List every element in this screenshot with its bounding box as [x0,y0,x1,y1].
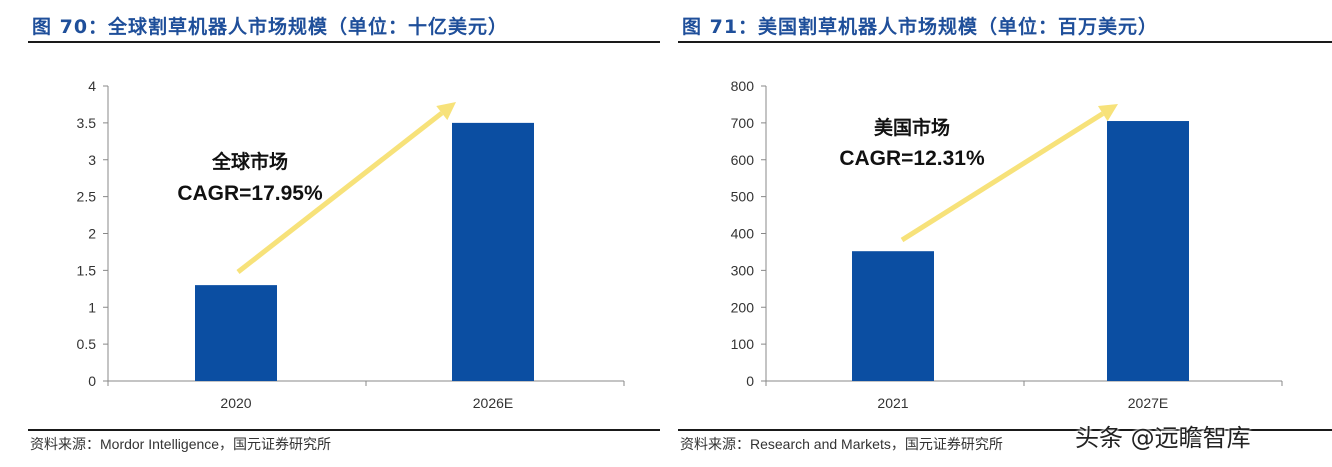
y-tick-label: 1.5 [77,262,97,278]
source-rule [28,429,660,431]
x-tick-label: 2020 [220,395,251,411]
x-tick-label: 2027E [1128,395,1168,411]
y-tick-label: 3.5 [77,115,97,131]
y-tick-label: 2.5 [77,189,97,205]
y-tick-label: 4 [88,78,96,94]
y-tick-label: 200 [731,299,755,315]
title-rule [678,41,1332,43]
annotation-cagr: CAGR=12.31% [839,147,985,170]
annotation-market: 全球市场 [211,150,288,173]
source-note: 资料来源：Mordor Intelligence，国元证券研究所 [30,436,332,452]
y-tick-label: 300 [731,262,755,278]
y-tick-label: 0.5 [77,336,97,352]
y-tick-label: 600 [731,152,755,168]
y-tick-label: 800 [731,78,755,94]
bar-2026E [452,122,534,381]
bar-2021 [852,251,934,381]
bar-2020 [195,285,277,381]
source-rule [678,429,1332,431]
y-tick-label: 2 [88,226,96,242]
source-note: 资料来源：Research and Markets，国元证券研究所 [680,436,1003,452]
us-market-chart: 0 100 200 300 400 500 600 700 800 2021 2027E 美国市场 CA… [731,78,1283,411]
watermark: 头条 @远瞻智库 [1075,424,1251,452]
bar-2027E [1107,121,1189,381]
y-tick-label: 400 [731,226,755,242]
growth-arrow [236,111,444,274]
y-tick-label: 0 [746,373,754,389]
y-tick-label: 3 [88,152,96,168]
growth-arrow-head [436,102,456,121]
figure-title: 图 71：美国割草机器人市场规模（单位：百万美元） [682,16,1159,38]
annotation-market: 美国市场 [874,116,950,139]
growth-arrow-head [1097,104,1118,122]
global-market-chart: 0 0.5 1 1.5 2 2.5 3 3.5 4 2020 2026E 全球市场 CAGR=17.95… [77,78,625,411]
y-tick-label: 1 [88,299,96,315]
growth-arrow [900,111,1105,243]
x-tick-label: 2026E [473,395,513,411]
annotation-cagr: CAGR=17.95% [177,182,323,205]
y-tick-label: 100 [731,336,755,352]
y-tick-label: 700 [731,115,755,131]
y-tick-label: 500 [731,189,755,205]
figure-title: 图 70：全球割草机器人市场规模（单位：十亿美元） [32,16,509,38]
y-tick-label: 0 [88,373,96,389]
x-tick-label: 2021 [877,395,908,411]
left-figure-panel: 图 70：全球割草机器人市场规模（单位：十亿美元） 0 0.5 1 1.5 2 2.5 3 3… [0,0,660,467]
right-figure-panel: 图 71：美国割草机器人市场规模（单位：百万美元） 0 100 200 300 400 5… [672,0,1332,467]
title-rule [28,41,660,43]
